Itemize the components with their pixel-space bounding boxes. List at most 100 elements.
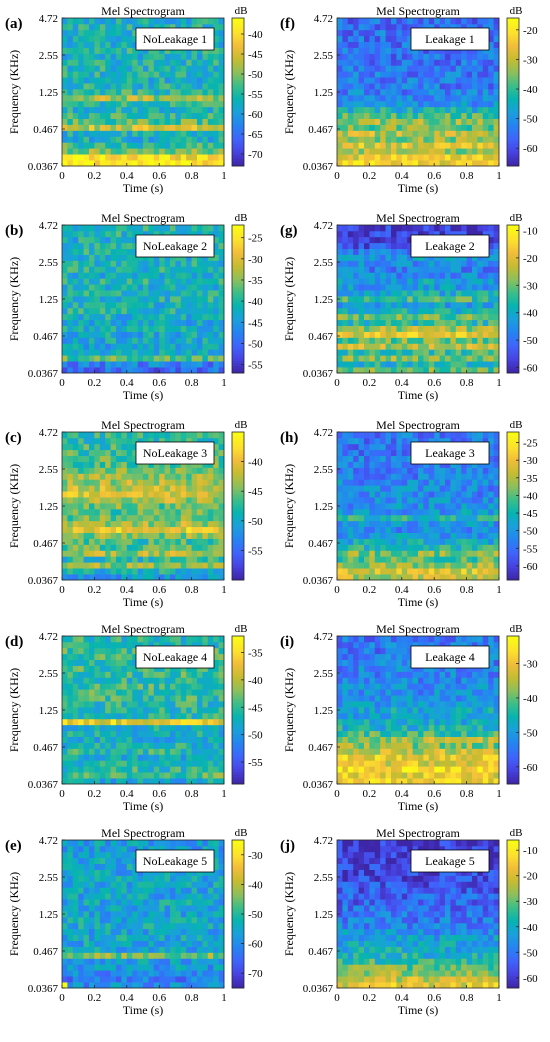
- heatmap-cell: [143, 760, 149, 767]
- heatmap-cell: [83, 248, 90, 255]
- heatmap-cell: [164, 106, 171, 114]
- colorbar-segment: [232, 719, 244, 723]
- heatmap-cell: [170, 677, 176, 684]
- heatmap-cell: [121, 683, 128, 690]
- heatmap-cell: [353, 35, 359, 43]
- heatmap-cell: [337, 65, 343, 72]
- heatmap-cell: [143, 485, 149, 492]
- heatmap-cell: [67, 538, 74, 545]
- heatmap-cell: [143, 491, 149, 498]
- colorbar-segment: [232, 106, 244, 110]
- heatmap-cell: [180, 508, 187, 516]
- heatmap-cell: [132, 467, 138, 474]
- heatmap-cell: [72, 35, 79, 43]
- heatmap-cell: [110, 641, 117, 649]
- heatmap-cell: [218, 707, 225, 714]
- heatmap-cell: [83, 677, 90, 684]
- heatmap-cell: [164, 538, 171, 545]
- heatmap-cell: [477, 154, 484, 161]
- heatmap-cell: [482, 118, 489, 125]
- heatmap-cell: [493, 154, 500, 161]
- heatmap-cell: [83, 934, 90, 941]
- chart-title: Mel Spectrogram: [101, 826, 185, 840]
- heatmap-cell: [164, 136, 171, 143]
- heatmap-cell: [164, 284, 171, 291]
- heatmap-cell: [391, 118, 397, 125]
- heatmap-cell: [197, 742, 203, 749]
- heatmap-cell: [374, 160, 381, 167]
- heatmap-cell: [89, 254, 95, 261]
- heatmap-cell: [450, 53, 457, 60]
- heatmap-cell: [180, 479, 187, 486]
- heatmap-cell: [72, 677, 79, 684]
- heatmap-cell: [121, 724, 128, 732]
- heatmap-cell: [83, 455, 90, 462]
- heatmap-cell: [126, 443, 133, 451]
- heatmap-cell: [170, 574, 176, 581]
- heatmap-cell: [143, 254, 149, 261]
- colorbar-segment: [232, 663, 244, 666]
- heatmap-cell: [83, 83, 90, 90]
- heatmap-cell: [434, 130, 440, 137]
- heatmap-cell: [83, 23, 90, 31]
- heatmap-cell: [121, 367, 128, 374]
- heatmap-cell: [116, 236, 122, 244]
- heatmap-cell: [94, 916, 101, 924]
- colorbar-segment: [232, 896, 244, 900]
- heatmap-cell: [180, 881, 187, 888]
- heatmap-cell: [110, 112, 117, 119]
- heatmap-cell: [110, 266, 117, 273]
- x-tick-label: 0: [59, 377, 65, 389]
- heatmap-cell: [110, 254, 117, 261]
- heatmap-cell: [488, 35, 494, 43]
- heatmap-cell: [67, 142, 74, 149]
- heatmap-cell: [83, 349, 90, 356]
- heatmap-cell: [121, 83, 128, 90]
- heatmap-cell: [477, 106, 484, 114]
- heatmap-cell: [197, 707, 203, 714]
- heatmap-cell: [159, 778, 165, 785]
- heatmap-cell: [374, 47, 381, 54]
- heatmap-cell: [170, 671, 176, 678]
- heatmap-cell: [202, 77, 209, 84]
- heatmap-cell: [342, 142, 349, 149]
- heatmap-cell: [121, 928, 128, 936]
- heatmap-cell: [137, 952, 144, 959]
- heatmap-cell: [94, 343, 101, 350]
- heatmap-cell: [99, 124, 106, 131]
- heatmap-cell: [428, 142, 435, 149]
- heatmap-cell: [170, 568, 176, 575]
- heatmap-cell: [202, 916, 209, 924]
- heatmap-cell: [180, 520, 187, 528]
- heatmap-cell: [213, 443, 219, 451]
- heatmap-cell: [202, 461, 209, 468]
- heatmap-cell: [218, 875, 225, 882]
- heatmap-cell: [105, 349, 111, 356]
- heatmap-cell: [369, 71, 376, 78]
- heatmap-cell: [186, 845, 192, 853]
- heatmap-cell: [434, 89, 440, 96]
- heatmap-cell: [207, 18, 214, 25]
- heatmap-cell: [116, 142, 122, 149]
- heatmap-cell: [170, 736, 176, 743]
- heatmap-cell: [455, 154, 462, 161]
- heatmap-cell: [175, 574, 182, 581]
- heatmap-cell: [110, 736, 117, 743]
- heatmap-cell: [67, 893, 74, 900]
- heatmap-cell: [488, 136, 494, 143]
- heatmap-cell: [191, 432, 198, 439]
- heatmap-cell: [72, 432, 79, 439]
- heatmap-cell: [137, 760, 144, 767]
- heatmap-cell: [342, 35, 349, 43]
- heatmap-cell: [186, 432, 192, 439]
- heatmap-cell: [121, 130, 128, 137]
- heatmap-cell: [121, 730, 128, 737]
- heatmap-cell: [164, 574, 171, 581]
- heatmap-cell: [170, 556, 176, 563]
- heatmap-cell: [380, 130, 386, 137]
- heatmap-cell: [62, 449, 68, 457]
- heatmap-cell: [180, 319, 187, 326]
- heatmap-cell: [89, 899, 95, 906]
- heatmap-cell: [105, 29, 111, 37]
- heatmap-cell: [472, 53, 478, 60]
